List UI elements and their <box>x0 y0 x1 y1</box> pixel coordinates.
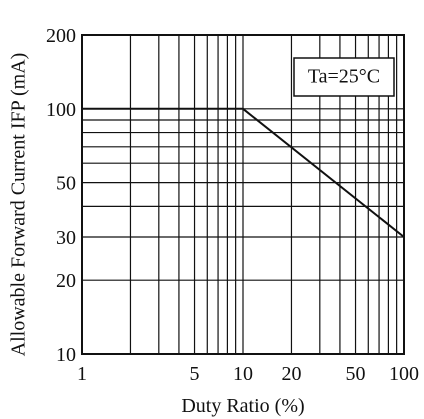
annotation-text: Ta=25°C <box>308 66 380 88</box>
grid-lines <box>82 35 404 354</box>
y-axis-label: Allowable Forward Current IFP (mA) <box>8 53 30 357</box>
annotation-border <box>293 57 395 97</box>
y-tick-label: 50 <box>56 173 76 195</box>
annotation-box: Ta=25°C <box>293 57 395 97</box>
x-tick-label: 20 <box>281 363 301 385</box>
x-tick-label: 100 <box>389 363 419 385</box>
y-tick-label: 100 <box>46 99 76 121</box>
x-tick-label: 1 <box>77 363 87 385</box>
y-tick-label: 200 <box>46 25 76 47</box>
y-tick-label: 20 <box>56 270 76 292</box>
x-tick-label: 5 <box>190 363 200 385</box>
y-tick-label: 30 <box>56 227 76 249</box>
y-tick-label: 10 <box>56 344 76 366</box>
x-tick-label: 10 <box>233 363 253 385</box>
series-line-0 <box>82 107 405 238</box>
x-tick-labels: 1 5 10 20 50 100 <box>77 363 419 385</box>
y-tick-labels: 10 20 30 50 100 200 <box>46 25 76 366</box>
x-axis-label: Duty Ratio (%) <box>181 395 304 417</box>
x-tick-label: 50 <box>346 363 366 385</box>
plot-frame <box>81 34 405 355</box>
series-lines <box>82 107 405 238</box>
